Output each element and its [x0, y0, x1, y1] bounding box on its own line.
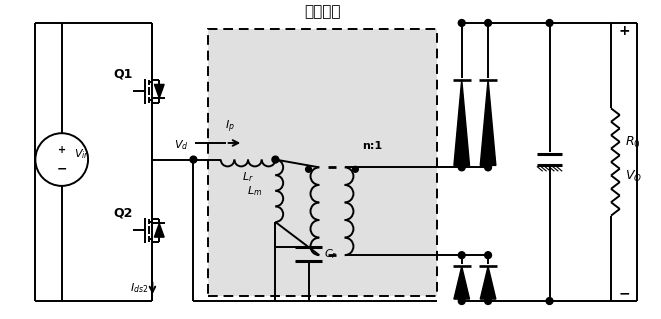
Polygon shape: [481, 266, 496, 299]
Text: Q1: Q1: [114, 67, 133, 80]
Text: −: −: [619, 286, 631, 300]
Text: $L_r$: $L_r$: [242, 170, 254, 184]
Polygon shape: [155, 224, 164, 237]
Text: +: +: [619, 24, 631, 38]
Circle shape: [458, 298, 465, 304]
Circle shape: [190, 156, 197, 163]
Circle shape: [485, 298, 492, 304]
Text: $V_d$: $V_d$: [174, 138, 188, 152]
Circle shape: [458, 19, 465, 26]
Text: $R_0$: $R_0$: [625, 135, 641, 150]
FancyBboxPatch shape: [208, 29, 438, 296]
Circle shape: [546, 298, 553, 304]
Circle shape: [546, 19, 553, 26]
Circle shape: [305, 167, 311, 172]
Text: Q2: Q2: [114, 206, 133, 219]
Circle shape: [485, 19, 492, 26]
Text: n:1: n:1: [362, 141, 382, 151]
Text: $I_{ds2}$: $I_{ds2}$: [130, 281, 149, 295]
Circle shape: [485, 252, 492, 259]
Polygon shape: [454, 79, 469, 166]
Circle shape: [458, 252, 465, 259]
Polygon shape: [155, 85, 164, 98]
Text: $L_m$: $L_m$: [247, 184, 262, 198]
Circle shape: [458, 164, 465, 171]
Circle shape: [272, 156, 279, 163]
Text: $I_p$: $I_p$: [225, 119, 235, 135]
Polygon shape: [481, 79, 496, 166]
Text: $V_O$: $V_O$: [625, 169, 642, 184]
Text: $C_r$: $C_r$: [324, 247, 338, 261]
Circle shape: [485, 164, 492, 171]
Text: +: +: [58, 145, 66, 155]
Text: $V_{in}$: $V_{in}$: [75, 147, 91, 160]
Polygon shape: [454, 266, 469, 299]
Circle shape: [352, 167, 358, 172]
Text: −: −: [56, 163, 67, 176]
Text: 谐振网络: 谐振网络: [305, 4, 341, 19]
